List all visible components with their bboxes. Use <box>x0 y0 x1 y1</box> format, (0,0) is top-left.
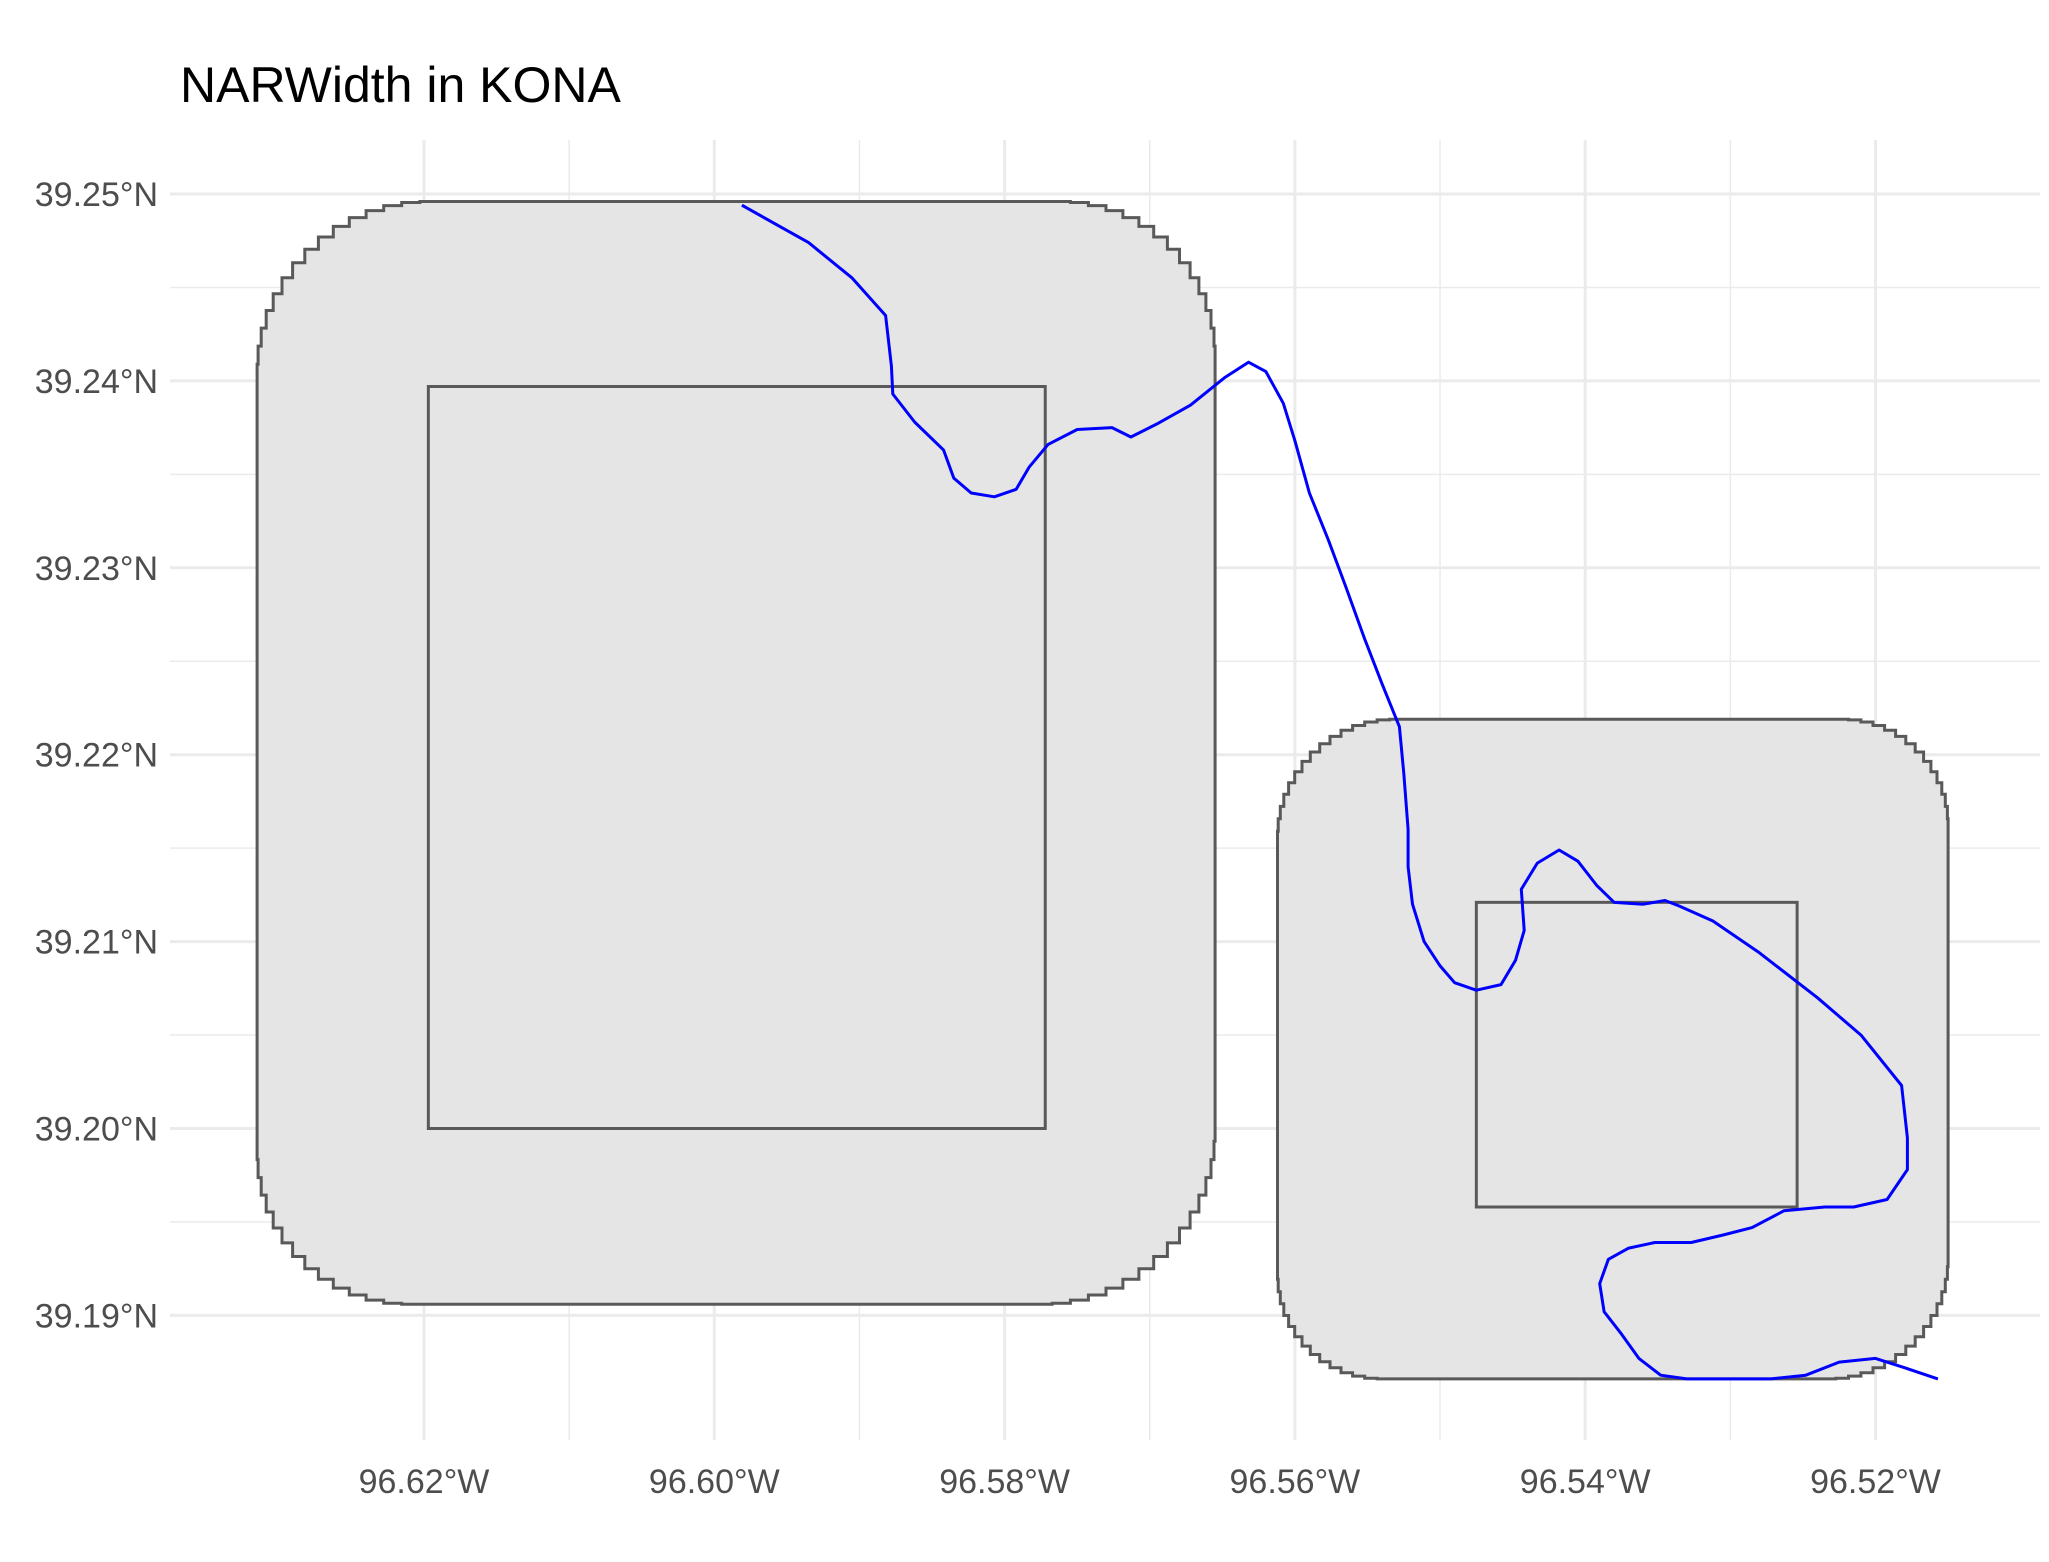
river-centerline <box>741 203 1939 1381</box>
y-tick-label: 39.19°N <box>35 1297 158 1335</box>
y-tick-label: 39.25°N <box>35 176 158 214</box>
y-tick-label: 39.21°N <box>35 924 158 962</box>
x-tick-label: 96.60°W <box>649 1463 780 1501</box>
x-tick-label: 96.52°W <box>1810 1463 1941 1501</box>
x-tick-label: 96.58°W <box>939 1463 1070 1501</box>
tile-box-1 <box>426 385 1047 1130</box>
y-tick-label: 39.22°N <box>35 737 158 775</box>
buffer-polygon-2 <box>1276 717 1950 1381</box>
y-tick-label: 39.23°N <box>35 550 158 588</box>
axis-tick-labels: 39.25°N 39.24°N 39.23°N 39.22°N 39.21°N 39.20… <box>35 176 1941 1501</box>
map-title: NARWidth in KONA <box>180 57 621 113</box>
buffer-polygon-1 <box>255 200 1217 1306</box>
x-tick-label: 96.54°W <box>1520 1463 1651 1501</box>
x-tick-label: 96.62°W <box>359 1463 490 1501</box>
y-tick-label: 39.24°N <box>35 363 158 401</box>
y-tick-label: 39.20°N <box>35 1111 158 1149</box>
map-features <box>255 200 1950 1381</box>
x-tick-label: 96.56°W <box>1230 1463 1361 1501</box>
